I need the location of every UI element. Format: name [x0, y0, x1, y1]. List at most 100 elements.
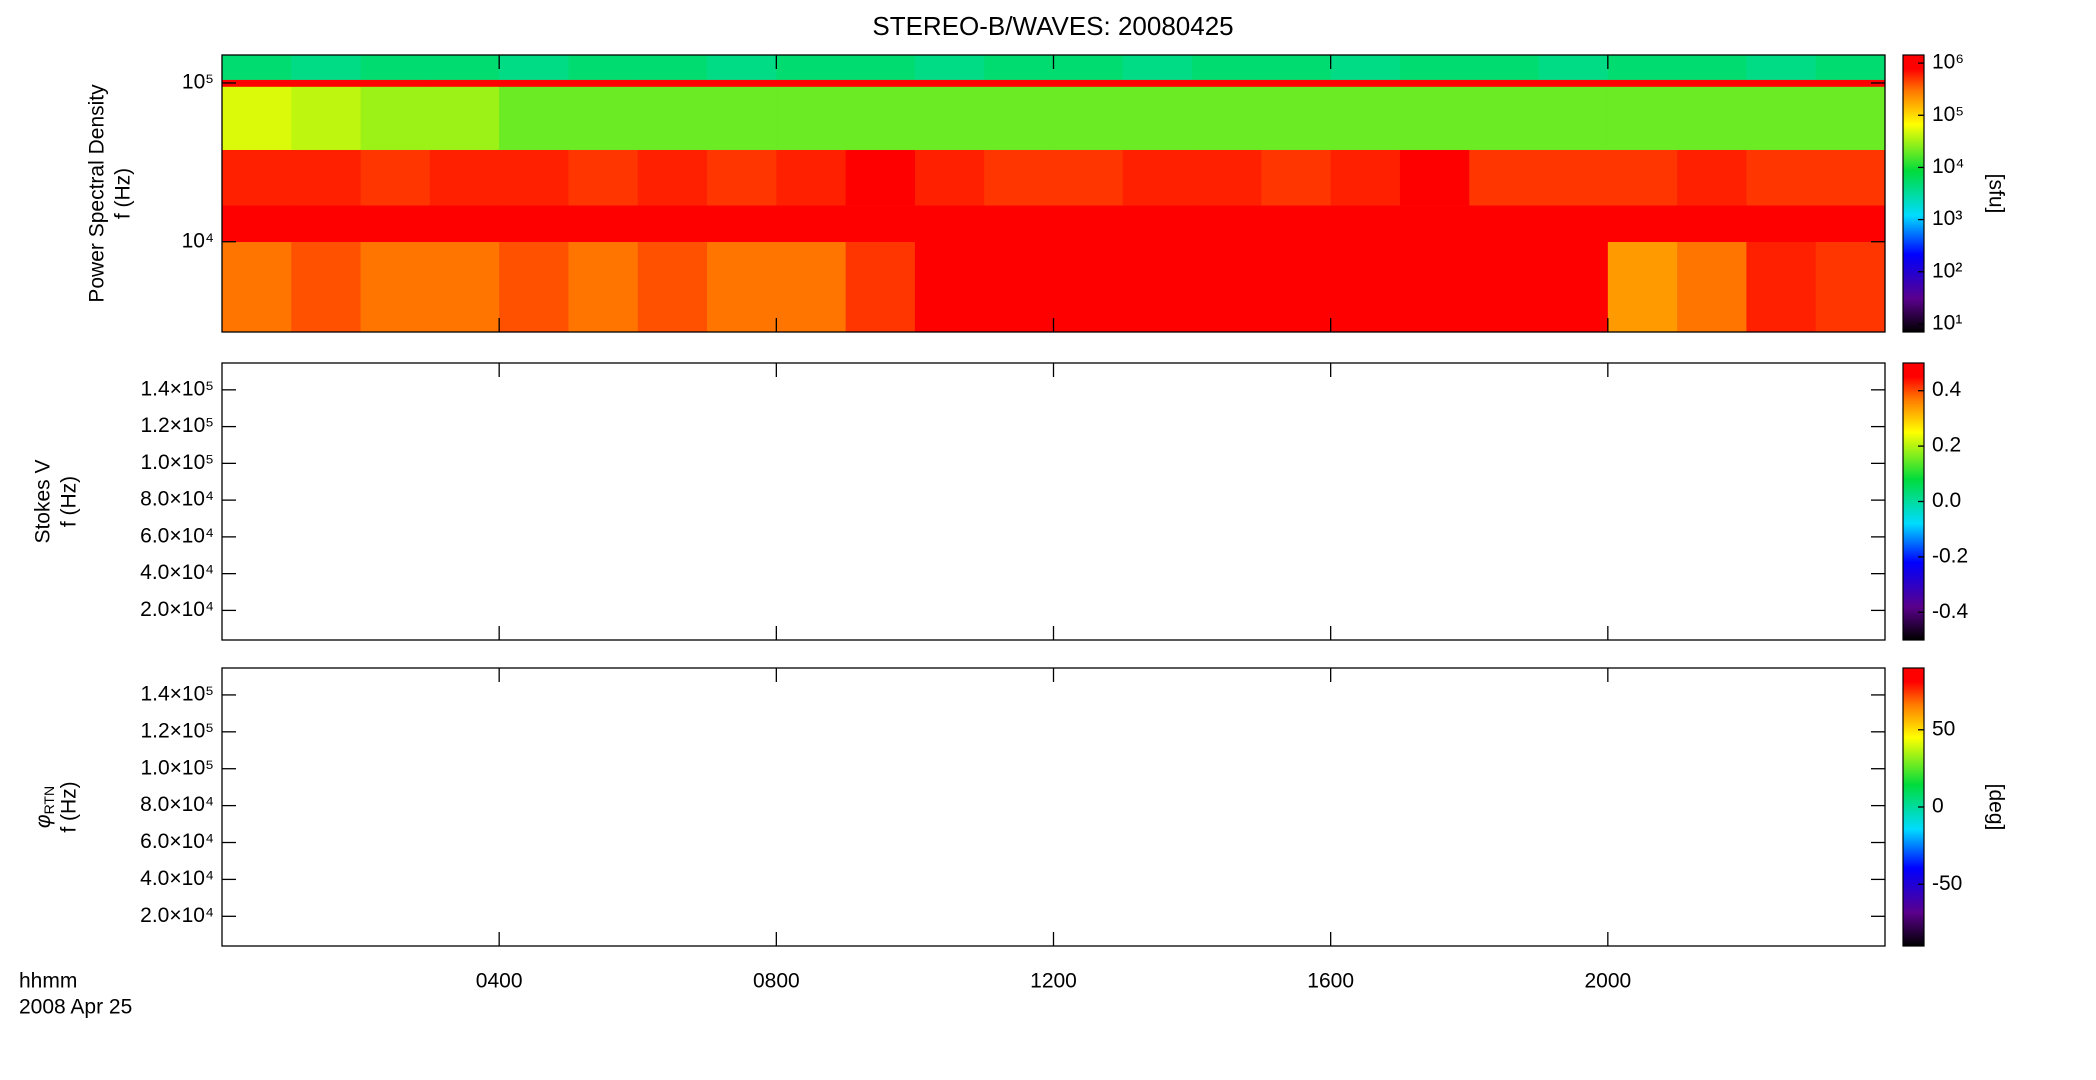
y-tick-label: 10⁴: [182, 229, 214, 252]
heatmap-cell: [360, 149, 431, 206]
heatmap-cell: [1330, 79, 1401, 87]
colorbar-tick-label: 0.2: [1932, 434, 1961, 457]
heatmap-cell: [1538, 86, 1609, 150]
heatmap-cell: [1053, 86, 1124, 150]
heatmap-cell: [1122, 55, 1193, 80]
heatmap-cell: [707, 241, 777, 333]
colorbar-label: [sfu]: [1984, 174, 2007, 214]
heatmap-cell: [1261, 55, 1332, 80]
heatmap-cell: [499, 55, 569, 80]
heatmap-cell: [914, 55, 985, 80]
heatmap-cell: [360, 241, 431, 333]
heatmap-cell: [1746, 241, 1817, 333]
colorbar-tick-label: 10⁵: [1932, 103, 1964, 126]
heatmap-cell: [1469, 241, 1540, 333]
heatmap-cell: [707, 205, 777, 243]
heatmap-cell: [1677, 205, 1747, 243]
heatmap-cell: [1815, 86, 1886, 150]
heatmap-cell: [1746, 149, 1817, 206]
y-axis-label: φRTN: [32, 786, 57, 828]
heatmap-cell: [568, 55, 639, 80]
heatmap-cell: [1677, 241, 1747, 333]
heatmap-cell: [1399, 241, 1470, 333]
heatmap-cell: [637, 86, 708, 150]
heatmap-cell: [637, 79, 708, 87]
heatmap-cell: [1607, 241, 1678, 333]
heatmap-cell: [845, 149, 916, 206]
heatmap-cell: [914, 79, 985, 87]
heatmap-cell: [222, 86, 292, 150]
y-axis-label: Stokes V: [32, 459, 55, 543]
y-axis-label: f (Hz): [58, 781, 81, 832]
heatmap-cell: [1192, 149, 1262, 206]
x-axis-label: 2008 Apr 25: [19, 996, 132, 1019]
x-tick-label: 0400: [476, 970, 523, 993]
heatmap-cell: [1607, 55, 1678, 80]
colorbar-tick-label: 0.4: [1932, 378, 1962, 401]
heatmap-cell: [568, 149, 639, 206]
plot-frame: [221, 667, 1886, 947]
y-tick-label: 8.0×10⁴: [140, 488, 214, 511]
plot-frame: [221, 362, 1886, 641]
heatmap-cell: [429, 241, 500, 333]
heatmap-cell: [1815, 241, 1886, 333]
y-tick-label: 4.0×10⁴: [140, 561, 214, 584]
y-tick-label: 1.4×10⁵: [140, 682, 214, 705]
heatmap-cell: [1399, 149, 1470, 206]
heatmap-cell: [222, 55, 292, 80]
heatmap-cell: [1607, 149, 1678, 206]
heatmap-cell: [1261, 149, 1332, 206]
y-tick-label: 1.0×10⁵: [140, 756, 214, 779]
heatmap-cell: [360, 86, 431, 150]
heatmap-cell: [291, 86, 362, 150]
x-tick-label: 1600: [1307, 970, 1354, 993]
heatmap-cell: [1677, 79, 1747, 87]
heatmap-cell: [1053, 55, 1124, 80]
heatmap-cell: [291, 149, 362, 206]
heatmap-cell: [429, 149, 500, 206]
heatmap-cell: [499, 241, 569, 333]
heatmap-cell: [707, 55, 777, 80]
heatmap-cell: [222, 241, 292, 333]
heatmap-cell: [1261, 79, 1332, 87]
heatmap-cell: [1469, 205, 1540, 243]
heatmap-cell: [1746, 79, 1817, 87]
x-tick-label: 2000: [1584, 970, 1631, 993]
heatmap-cell: [845, 241, 916, 333]
heatmap-cell: [1122, 86, 1193, 150]
heatmap-cell: [1677, 149, 1747, 206]
heatmap-cell: [1746, 205, 1817, 243]
heatmap-cell: [1122, 79, 1193, 87]
heatmap-cell: [776, 55, 847, 80]
heatmap-cell: [776, 86, 847, 150]
colorbar-tick-label: 10⁴: [1932, 155, 1964, 178]
y-tick-label: 1.2×10⁵: [140, 414, 214, 437]
heatmap-cell: [1815, 205, 1886, 243]
heatmap-cell: [1122, 205, 1193, 243]
heatmap-cell: [984, 241, 1054, 333]
y-tick-label: 1.2×10⁵: [140, 719, 214, 742]
x-tick-label: 1200: [1030, 970, 1077, 993]
colorbar-tick-label: -0.2: [1932, 544, 1968, 567]
heatmap-cell: [914, 149, 985, 206]
heatmap-cell: [568, 79, 639, 87]
colorbar-tick-label: -0.4: [1932, 600, 1969, 623]
heatmap-cell: [1746, 86, 1817, 150]
heatmap-cell: [499, 79, 569, 87]
heatmap-cell: [1607, 205, 1678, 243]
heatmap-cell: [499, 149, 569, 206]
heatmap-cell: [1261, 241, 1332, 333]
heatmap-cell: [1607, 79, 1678, 87]
y-axis-label: f (Hz): [58, 476, 81, 527]
heatmap-cell: [637, 55, 708, 80]
heatmap-cell: [637, 241, 708, 333]
y-tick-label: 6.0×10⁴: [140, 524, 214, 547]
colorbar: [1902, 54, 1925, 333]
heatmap-cell: [360, 55, 431, 80]
heatmap-cell: [222, 149, 292, 206]
heatmap-cell: [776, 79, 847, 87]
colorbar-tick-label: 0.0: [1932, 489, 1961, 512]
heatmap-cell: [291, 55, 362, 80]
y-tick-label: 1.0×10⁵: [140, 451, 214, 474]
heatmap-cell: [1469, 86, 1540, 150]
